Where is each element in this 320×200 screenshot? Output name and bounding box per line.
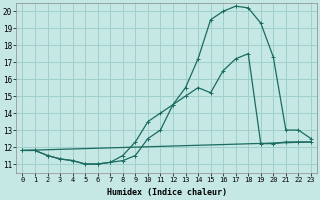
- X-axis label: Humidex (Indice chaleur): Humidex (Indice chaleur): [107, 188, 227, 197]
